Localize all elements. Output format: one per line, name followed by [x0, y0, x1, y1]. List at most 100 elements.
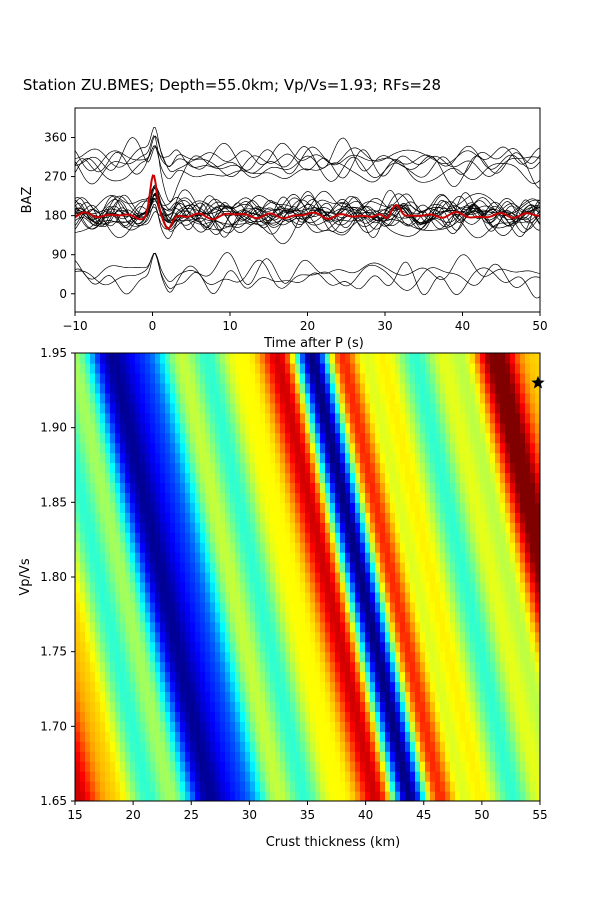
heatmap-cell [185, 701, 191, 712]
heatmap-cell [140, 412, 146, 424]
heatmap-cell [425, 601, 431, 613]
heatmap-cell [425, 671, 431, 683]
heatmap-cell [300, 512, 306, 523]
heatmap-cell [210, 382, 216, 394]
heatmap-cell [330, 432, 336, 444]
bottom-x-tick-label: 15 [67, 808, 82, 822]
heatmap-cell [330, 751, 336, 762]
heatmap-cell [175, 452, 181, 464]
heatmap-cell [145, 412, 151, 424]
heatmap-cell [375, 522, 381, 533]
heatmap-cell [185, 621, 191, 633]
heatmap-cell [440, 522, 446, 533]
heatmap-cell [325, 721, 331, 732]
heatmap-cell [115, 542, 121, 553]
heatmap-cell [255, 442, 261, 454]
heatmap-cell [260, 402, 266, 414]
heatmap-cell [200, 472, 206, 484]
heatmap-cell [495, 751, 501, 762]
heatmap-cell [530, 711, 536, 722]
heatmap-cell [300, 621, 306, 633]
heatmap-cell [415, 482, 421, 493]
heatmap-cell [95, 731, 101, 742]
heatmap-cell [255, 701, 261, 712]
heatmap-cell [355, 641, 361, 653]
heatmap-cell [510, 781, 516, 792]
heatmap-cell [425, 572, 431, 583]
heatmap-cell [120, 542, 126, 553]
heatmap-cell [370, 532, 376, 543]
heatmap-cell [260, 522, 266, 533]
heatmap-cell [170, 591, 176, 603]
heatmap-cell [355, 601, 361, 613]
heatmap-cell [525, 472, 531, 484]
heatmap-cell [270, 731, 276, 742]
heatmap-cell [485, 661, 491, 673]
heatmap-cell [535, 661, 540, 673]
heatmap-cell [475, 422, 481, 434]
heatmap-cell [155, 442, 161, 454]
heatmap-cell [495, 771, 501, 782]
heatmap-cell [280, 432, 286, 444]
heatmap-cell [250, 641, 256, 653]
heatmap-cell [360, 412, 366, 424]
heatmap-cell [300, 741, 306, 752]
heatmap-cell [195, 502, 201, 513]
heatmap-cell [335, 701, 341, 712]
heatmap-cell [80, 502, 86, 513]
heatmap-cell [335, 432, 341, 444]
heatmap-cell [310, 472, 316, 484]
heatmap-cell [315, 651, 321, 663]
heatmap-cell [300, 651, 306, 663]
heatmap-cell [305, 512, 311, 523]
heatmap-cell [410, 701, 416, 712]
heatmap-cell [115, 502, 121, 513]
heatmap-cell [510, 681, 516, 693]
heatmap-cell [480, 562, 486, 573]
heatmap-cell [425, 412, 431, 424]
heatmap-cell [150, 482, 156, 493]
heatmap-cell [285, 572, 291, 583]
heatmap-cell [500, 512, 506, 523]
heatmap-cell [360, 482, 366, 493]
heatmap-cell [85, 362, 91, 374]
heatmap-cell [495, 492, 501, 503]
heatmap-cell [185, 382, 191, 394]
heatmap-cell [280, 522, 286, 533]
heatmap-cell [375, 492, 381, 503]
heatmap-cell [435, 353, 441, 364]
heatmap-cell [165, 601, 171, 613]
heatmap-cell [110, 392, 116, 404]
heatmap-cell [130, 532, 136, 543]
heatmap-cell [350, 791, 356, 801]
heatmap-cell [330, 362, 336, 374]
heatmap-cell [485, 671, 491, 683]
heatmap-cell [435, 382, 441, 394]
heatmap-cell [230, 611, 236, 623]
heatmap-cell [290, 572, 296, 583]
heatmap-cell [535, 721, 540, 732]
heatmap-cell [215, 621, 221, 633]
heatmap-cell [475, 791, 481, 801]
heatmap-cell [105, 382, 111, 394]
heatmap-cell [210, 432, 216, 444]
heatmap-cell [165, 591, 171, 603]
heatmap-cell [395, 382, 401, 394]
heatmap-cell [450, 661, 456, 673]
heatmap-cell [200, 661, 206, 673]
heatmap-cell [535, 522, 540, 533]
heatmap-cell [170, 751, 176, 762]
heatmap-cell [80, 452, 86, 464]
heatmap-cell [485, 482, 491, 493]
heatmap-cell [195, 601, 201, 613]
heatmap-cell [285, 372, 291, 384]
heatmap-cell [115, 591, 121, 603]
heatmap-cell [420, 552, 426, 563]
heatmap-cell [215, 522, 221, 533]
heatmap-cell [410, 781, 416, 792]
heatmap-cell [80, 601, 86, 613]
heatmap-cell [525, 671, 531, 683]
heatmap-cell [165, 392, 171, 404]
heatmap-cell [90, 522, 96, 533]
heatmap-cell [305, 711, 311, 722]
